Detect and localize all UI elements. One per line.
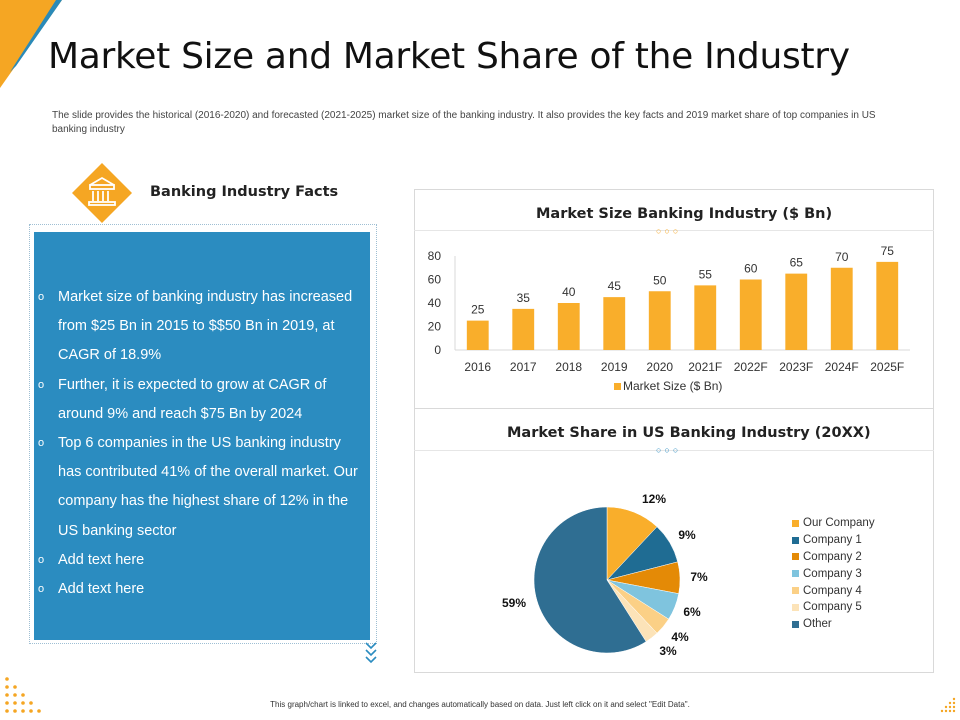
legend-label: Company 2 [803,550,862,563]
slice-label: 6% [683,605,701,619]
pie-chart-title: Market Share in US Banking Industry (20X… [507,425,871,441]
legend-label: Company 5 [803,601,862,614]
corner-decoration [0,0,62,88]
y-tick-label: 40 [428,296,442,310]
facts-frame [29,224,377,644]
pie-chart: 12% 9% 7% 6% 4%3% 59% [502,492,708,658]
data-label: 45 [608,279,622,293]
slice-label: 12% [642,492,666,506]
legend-label: Company 3 [803,567,862,580]
fact-item: o Top 6 companies in the US banking indus… [38,429,364,546]
fact-item: o Further, it is expected to grow at CAGR… [38,371,364,429]
bar [876,261,899,350]
bar [603,297,626,350]
x-tick-label: 2017 [510,360,537,374]
bar-chart: 0 20 40 60 80 25 2016 35 2017 40 2018 45 2019 50 2020 5… [428,244,910,393]
bullet-icon: o [38,583,45,596]
bar [557,303,580,350]
x-tick-label: 2016 [464,360,491,374]
y-tick-label: 0 [434,343,441,357]
legend-swatch [614,383,621,390]
legend-label: Market Size ($ Bn) [623,379,722,393]
data-label: 25 [471,303,485,317]
legend-label: Company 1 [803,534,862,547]
pie-slice [533,506,647,654]
data-label: 60 [744,262,758,276]
y-tick-label: 20 [428,320,442,334]
page-subtitle: The slide provides the historical (2016-… [52,110,876,135]
x-tick-label: 2022F [734,360,768,374]
bullet-icon: o [38,378,45,391]
legend-swatch [792,587,799,595]
legend-swatch [792,553,799,561]
decorative-dots [5,677,41,713]
legend-label: Company 4 [803,584,862,597]
bar [512,308,535,350]
data-label: 65 [790,256,804,270]
legend-swatch [792,536,799,544]
bar-chart-title: Market Size Banking Industry ($ Bn) [536,206,833,222]
x-tick-label: 2021F [688,360,722,374]
bar [739,279,762,350]
bar [694,285,717,350]
facts-heading: Banking Industry Facts [150,184,339,200]
bar [648,291,671,350]
bar [830,267,853,350]
legend-item: Other [792,616,875,633]
decorative-dots: ○○○ [656,445,682,455]
bullet-icon: o [38,437,45,450]
x-tick-label: 2018 [555,360,582,374]
x-tick-label: 2020 [646,360,673,374]
fact-item: o Add text here [38,575,364,604]
panel-divider [414,408,934,409]
data-label: 70 [835,250,849,264]
x-tick-label: 2019 [601,360,628,374]
legend-swatch [792,570,799,578]
legend-item: Company 4 [792,582,875,599]
decorative-dots: ○○○ [656,226,682,236]
bank-icon [72,163,132,223]
fact-item: o Add text here [38,546,364,575]
bar [466,320,489,350]
legend-swatch [792,519,799,527]
pie-legend: Our Company Company 1 Company 2 Company 3 Co… [792,515,875,633]
legend-swatch [792,620,799,628]
facts-box [34,232,370,640]
legend-item: Company 2 [792,549,875,566]
slice-label: 7% [690,570,708,584]
x-tick-label: 2023F [779,360,813,374]
data-label: 50 [653,273,667,287]
data-label: 75 [881,244,895,258]
legend-item: Company 5 [792,599,875,616]
panel-separator [414,450,934,451]
footer-note: This graph/chart is linked to excel, and… [270,700,690,709]
x-tick-label: 2025F [870,360,904,374]
page-title: Market Size and Market Share of the Indu… [48,36,850,77]
fact-item: o Market size of banking industry has inc… [38,283,364,371]
panel-separator [414,230,934,231]
y-tick-label: 80 [428,249,442,263]
slice-label: 4% [671,630,689,644]
y-tick-label: 60 [428,273,442,287]
slice-label: 9% [678,528,696,542]
bullet-icon: o [38,553,45,566]
bar [785,273,808,350]
legend-item: Our Company [792,515,875,532]
legend-item: Company 1 [792,532,875,549]
legend-label: Other [803,618,832,631]
slice-label: 59% [502,596,526,610]
data-label: 40 [562,285,576,299]
legend-label: Our Company [803,517,875,530]
x-tick-label: 2024F [825,360,859,374]
data-label: 35 [517,291,531,305]
decorative-dots [940,697,956,713]
legend-item: Company 3 [792,565,875,582]
chevron-down-icon [365,642,377,664]
facts-list: o Market size of banking industry has inc… [38,283,364,604]
data-label: 55 [699,267,713,281]
bullet-icon: o [38,291,45,303]
legend-swatch [792,603,799,611]
slice-label: 3% [659,644,677,658]
